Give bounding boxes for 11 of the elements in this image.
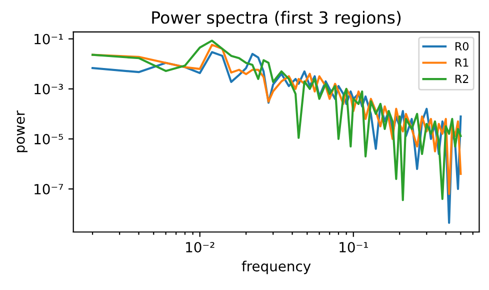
chart-title: Power spectra (first 3 regions) <box>152 10 401 28</box>
x-tick-label: 10⁻² <box>186 242 214 252</box>
y-tick-label: 10⁻⁵ <box>34 134 63 144</box>
x-axis-title: frequency <box>242 260 311 274</box>
legend-label: R1 <box>456 58 468 67</box>
y-tick-label: 10⁻⁷ <box>34 184 63 194</box>
legend-label: R0 <box>456 42 468 50</box>
y-tick-label: 10⁻³ <box>34 84 63 94</box>
y-tick-label: 10⁻¹ <box>34 34 63 44</box>
y-axis-title: power <box>16 110 28 152</box>
legend-label: R2 <box>456 74 468 83</box>
